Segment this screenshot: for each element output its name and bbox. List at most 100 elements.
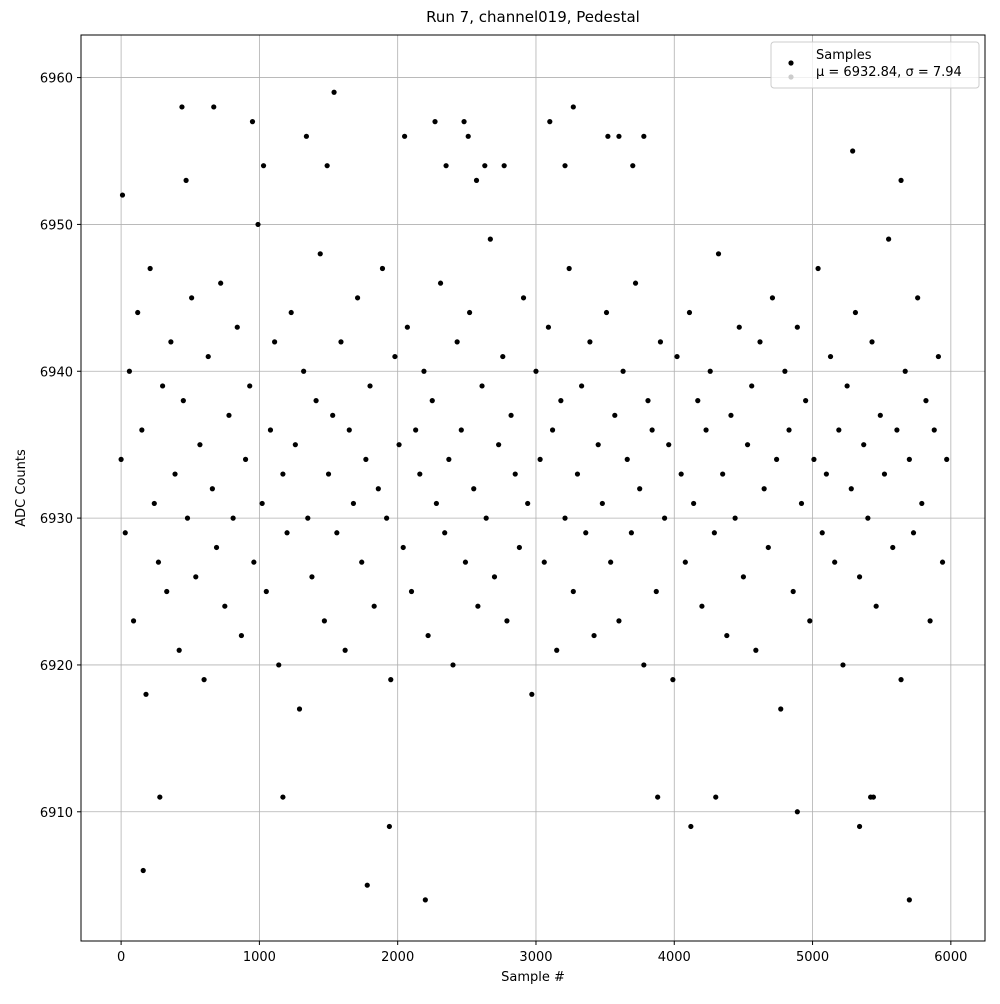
point	[386, 823, 392, 830]
point	[769, 295, 776, 301]
point	[168, 339, 174, 345]
point	[501, 163, 507, 169]
point	[222, 603, 228, 609]
y-tick-label: 6960	[40, 72, 73, 87]
point	[280, 794, 286, 800]
point	[641, 662, 647, 668]
point	[798, 500, 805, 507]
point	[172, 471, 178, 477]
point	[587, 339, 593, 345]
point	[238, 632, 245, 639]
point	[151, 500, 157, 507]
legend: Samples μ = 6932.84, σ = 7.94	[770, 41, 980, 89]
point	[583, 530, 589, 536]
x-axis-label: Sample #	[501, 970, 565, 985]
point	[379, 265, 386, 272]
point	[927, 618, 933, 624]
point	[384, 515, 390, 521]
point	[695, 398, 701, 404]
point	[649, 427, 655, 433]
point	[422, 897, 428, 903]
point	[558, 398, 564, 404]
point	[475, 603, 481, 609]
point	[425, 632, 431, 639]
point	[454, 339, 460, 345]
point	[856, 574, 863, 580]
point	[118, 456, 124, 462]
point	[359, 559, 365, 565]
point	[305, 515, 311, 521]
point	[363, 456, 369, 462]
point	[931, 427, 937, 433]
point	[421, 368, 427, 374]
point	[400, 544, 406, 551]
point	[193, 574, 199, 580]
point	[346, 427, 352, 433]
point	[458, 427, 464, 433]
point	[364, 882, 370, 888]
point	[184, 515, 191, 521]
point	[159, 383, 166, 389]
point	[749, 383, 755, 389]
point	[296, 706, 303, 712]
point	[674, 353, 680, 360]
point	[877, 412, 883, 418]
point	[496, 442, 502, 448]
point	[443, 163, 449, 169]
point	[645, 398, 651, 404]
legend-note: μ = 6932.84, σ = 7.94	[816, 65, 962, 80]
point	[720, 471, 726, 477]
y-tick-label: 6930	[40, 512, 73, 527]
point	[242, 456, 249, 462]
point	[894, 427, 900, 433]
point	[670, 677, 676, 683]
point	[786, 427, 792, 433]
point	[313, 398, 319, 404]
point	[226, 412, 232, 418]
point	[782, 368, 788, 374]
point	[404, 324, 410, 330]
point	[119, 192, 126, 198]
point	[661, 515, 668, 521]
point	[147, 265, 153, 272]
point	[433, 500, 440, 507]
x-tick-label: 5000	[796, 950, 829, 965]
point	[401, 133, 408, 139]
point	[213, 544, 220, 551]
point	[570, 588, 576, 595]
point	[446, 456, 452, 462]
x-tick-label: 4000	[658, 950, 691, 965]
point	[155, 559, 162, 565]
legend-marker	[788, 74, 794, 80]
point	[508, 412, 514, 418]
point	[641, 133, 647, 139]
y-tick-label: 6950	[40, 218, 73, 233]
point	[122, 530, 128, 536]
point	[255, 221, 261, 228]
point	[288, 309, 294, 316]
point	[595, 442, 601, 448]
point	[189, 295, 195, 301]
point	[234, 324, 240, 330]
legend-marker	[788, 60, 794, 66]
point	[338, 339, 344, 345]
point	[276, 662, 282, 668]
x-tick-label: 0	[117, 950, 125, 965]
point	[209, 486, 215, 492]
point	[865, 515, 871, 521]
point	[906, 456, 912, 462]
x-tick-label: 2000	[381, 950, 414, 965]
point	[699, 603, 705, 609]
point	[848, 486, 854, 492]
point	[628, 530, 634, 536]
point	[211, 104, 217, 110]
point	[713, 794, 719, 800]
point	[579, 383, 585, 389]
point	[686, 309, 693, 316]
point	[939, 559, 946, 565]
point	[205, 353, 211, 360]
point	[608, 559, 614, 565]
point	[139, 427, 145, 433]
point	[724, 632, 730, 639]
point	[549, 427, 556, 433]
